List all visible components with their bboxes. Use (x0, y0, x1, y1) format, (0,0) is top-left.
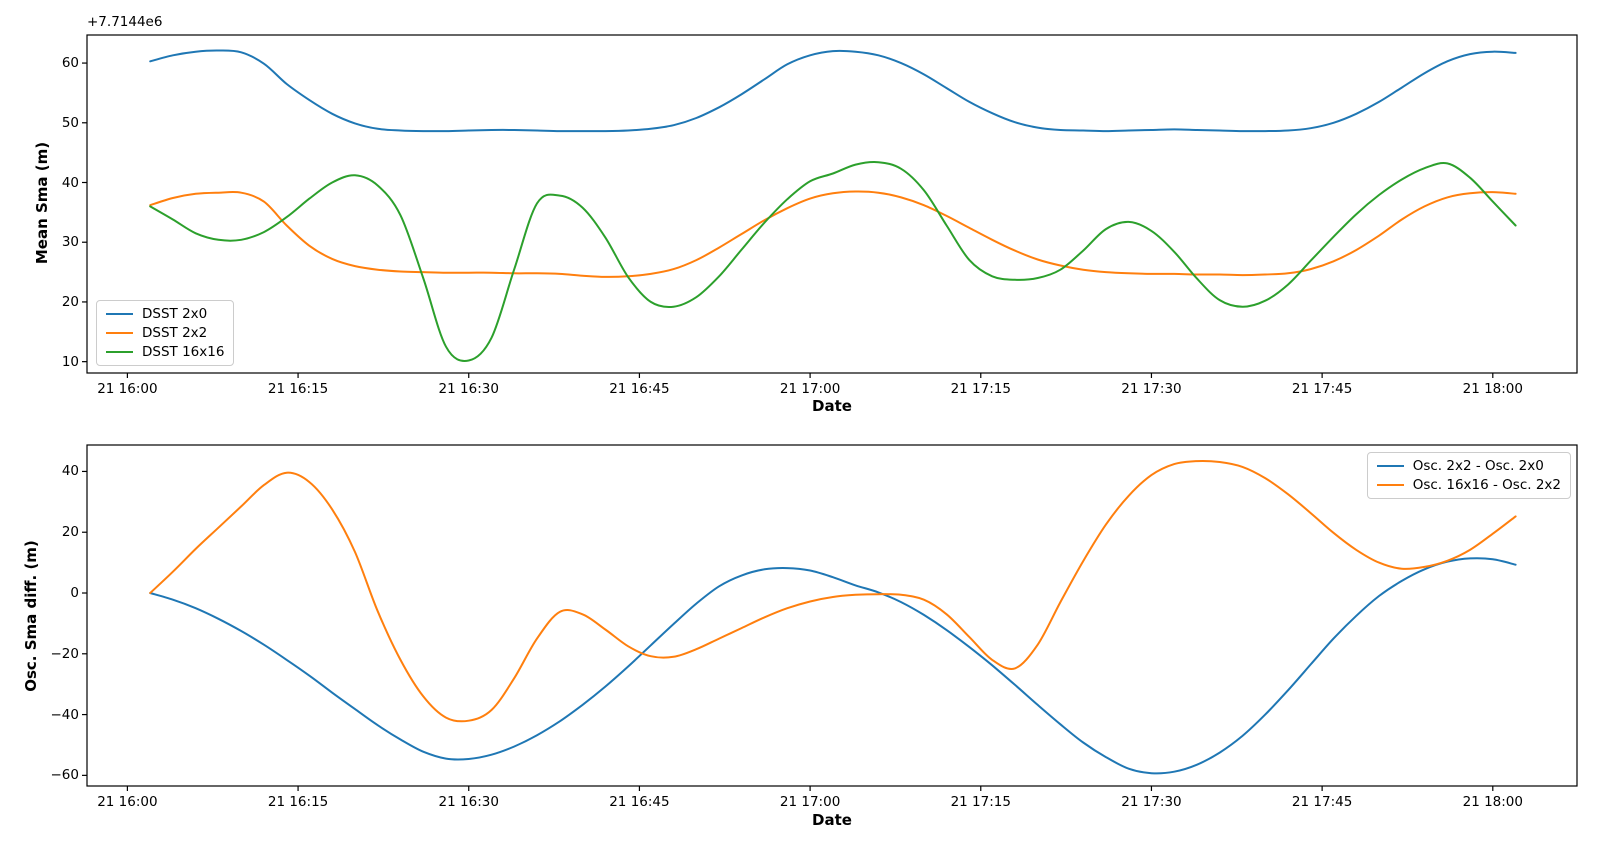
series-line-dsst-2x2 (149, 190, 1517, 278)
legend-item: Osc. 16x16 - Osc. 2x2 (1376, 476, 1561, 494)
y-tick-label: −40 (50, 706, 80, 723)
legend-line-sample-icon (106, 313, 133, 315)
x-tick-label: 21 16:00 (97, 794, 158, 810)
series-line-dsst-2x0 (149, 49, 1517, 133)
x-tick-label: 21 17:45 (1291, 381, 1353, 397)
y-tick-label: 40 (61, 174, 79, 191)
legend-line-sample-icon (1376, 484, 1404, 486)
x-tick-label: 21 17:15 (950, 381, 1011, 397)
legend-item: DSST 2x0 (106, 305, 224, 323)
x-tick-label: 21 16:15 (267, 794, 329, 810)
top-plot-legend: DSST 2x0 DSST 2x2 DSST 16x16 (96, 300, 235, 366)
y-tick-label: 20 (61, 293, 79, 310)
axes-spines (86, 34, 1578, 374)
bottom-y-axis-label: Osc. Sma diff. (m) (22, 540, 40, 692)
legend-label: Osc. 2x2 - Osc. 2x0 (1412, 458, 1544, 474)
bottom-plot-legend: Osc. 2x2 - Osc. 2x0 Osc. 16x16 - Osc. 2x2 (1366, 452, 1571, 499)
x-tick-label: 21 16:30 (438, 794, 499, 810)
x-tick-label: 21 17:45 (1291, 794, 1353, 810)
y-tick-label: 30 (61, 234, 79, 251)
x-tick-label: 21 17:30 (1121, 794, 1182, 810)
x-tick-label: 21 16:15 (267, 381, 329, 397)
y-tick-label: 10 (61, 353, 79, 370)
legend-label: Osc. 16x16 - Osc. 2x2 (1412, 477, 1561, 493)
x-tick-label: 21 18:00 (1462, 381, 1523, 397)
series-line-dsst-16x16 (149, 161, 1517, 362)
top-y-axis-label: Mean Sma (m) (33, 141, 51, 265)
legend-line-sample-icon (106, 351, 133, 353)
x-tick-label: 21 17:15 (950, 794, 1011, 810)
legend-item: Osc. 2x2 - Osc. 2x0 (1376, 457, 1561, 475)
top-x-axis-label: Date (812, 397, 852, 415)
axes-spines (86, 444, 1578, 787)
legend-item: DSST 16x16 (106, 343, 224, 361)
series-line-osc-16x16-osc-2x2 (149, 459, 1517, 723)
bottom-x-axis-label: Date (812, 811, 852, 829)
y-tick-label: 0 (70, 585, 79, 601)
y-tick-label: 20 (61, 524, 79, 541)
legend-item: DSST 2x2 (106, 324, 224, 342)
x-tick-label: 21 16:30 (438, 381, 499, 397)
y-tick-label: 40 (61, 463, 79, 480)
y-tick-label: 60 (61, 55, 79, 72)
x-tick-label: 21 18:00 (1462, 794, 1523, 810)
y-tick-label: −60 (50, 767, 80, 784)
x-tick-label: 21 17:00 (779, 381, 841, 397)
legend-line-sample-icon (1376, 465, 1404, 467)
legend-line-sample-icon (106, 332, 133, 334)
series-line-osc-2x2-osc-2x0 (149, 557, 1517, 775)
x-tick-label: 21 17:00 (779, 794, 841, 810)
y-tick-label: −20 (50, 645, 80, 662)
y-axis-offset-text: +7.7144e6 (87, 14, 163, 30)
x-tick-label: 21 17:30 (1121, 381, 1182, 397)
legend-label: DSST 2x2 (142, 325, 208, 341)
x-tick-label: 21 16:45 (609, 381, 670, 397)
y-tick-label: 50 (61, 114, 79, 131)
x-tick-label: 21 16:45 (609, 794, 670, 810)
x-tick-label: 21 16:00 (97, 381, 158, 397)
legend-label: DSST 2x0 (142, 306, 208, 322)
legend-label: DSST 16x16 (142, 344, 225, 360)
